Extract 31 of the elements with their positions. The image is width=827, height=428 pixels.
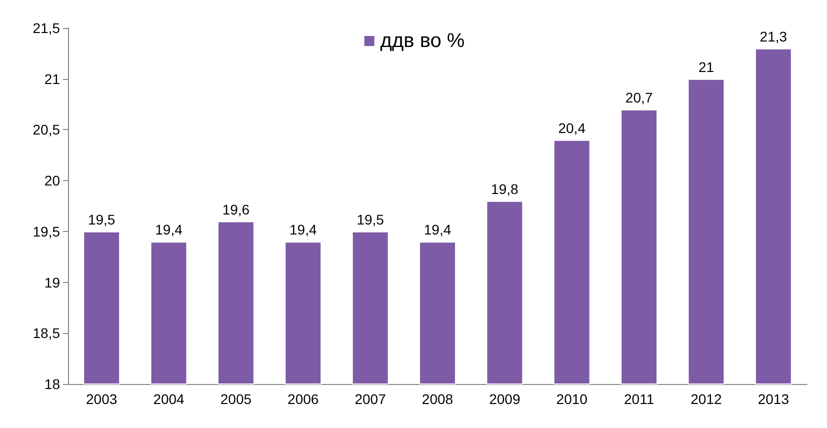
data-label: 19,4 — [424, 222, 452, 238]
x-tick-label: 2011 — [624, 391, 654, 407]
x-tick-label: 2009 — [489, 391, 520, 407]
y-tick-label: 18,5 — [32, 325, 60, 342]
x-tick-label: 2007 — [354, 391, 386, 407]
data-label: 21,3 — [760, 28, 788, 44]
x-tick-label: 2010 — [556, 391, 588, 407]
x-tick-label: 2008 — [422, 391, 454, 407]
y-tick-label: 19,5 — [32, 223, 60, 240]
data-label: 20,4 — [558, 120, 586, 136]
data-label: 20,7 — [625, 89, 653, 106]
x-tick-label: 2006 — [288, 391, 319, 407]
x-tick-label: 2013 — [758, 391, 790, 407]
x-tick-label: 2004 — [153, 391, 185, 407]
y-tick-label: 21 — [44, 70, 60, 87]
data-label: 19,4 — [155, 222, 183, 238]
x-tick-label: 2003 — [86, 391, 118, 407]
y-tick-label: 21,5 — [32, 20, 60, 36]
x-tick-label: 2005 — [220, 391, 252, 407]
y-tick-label: 20,5 — [32, 122, 60, 138]
data-label: 19,5 — [88, 211, 116, 228]
data-label: 19,5 — [356, 211, 384, 228]
data-label: 19,8 — [491, 180, 519, 197]
legend-label: ддв во % — [380, 30, 465, 52]
y-tick-label: 19 — [44, 274, 60, 290]
data-label: 21 — [698, 58, 714, 75]
data-label: 19,6 — [222, 201, 250, 218]
y-tick-label: 20 — [44, 172, 60, 189]
y-tick-label: 18 — [44, 376, 60, 392]
data-label: 19,4 — [290, 222, 317, 238]
x-tick-label: 2012 — [690, 391, 722, 407]
